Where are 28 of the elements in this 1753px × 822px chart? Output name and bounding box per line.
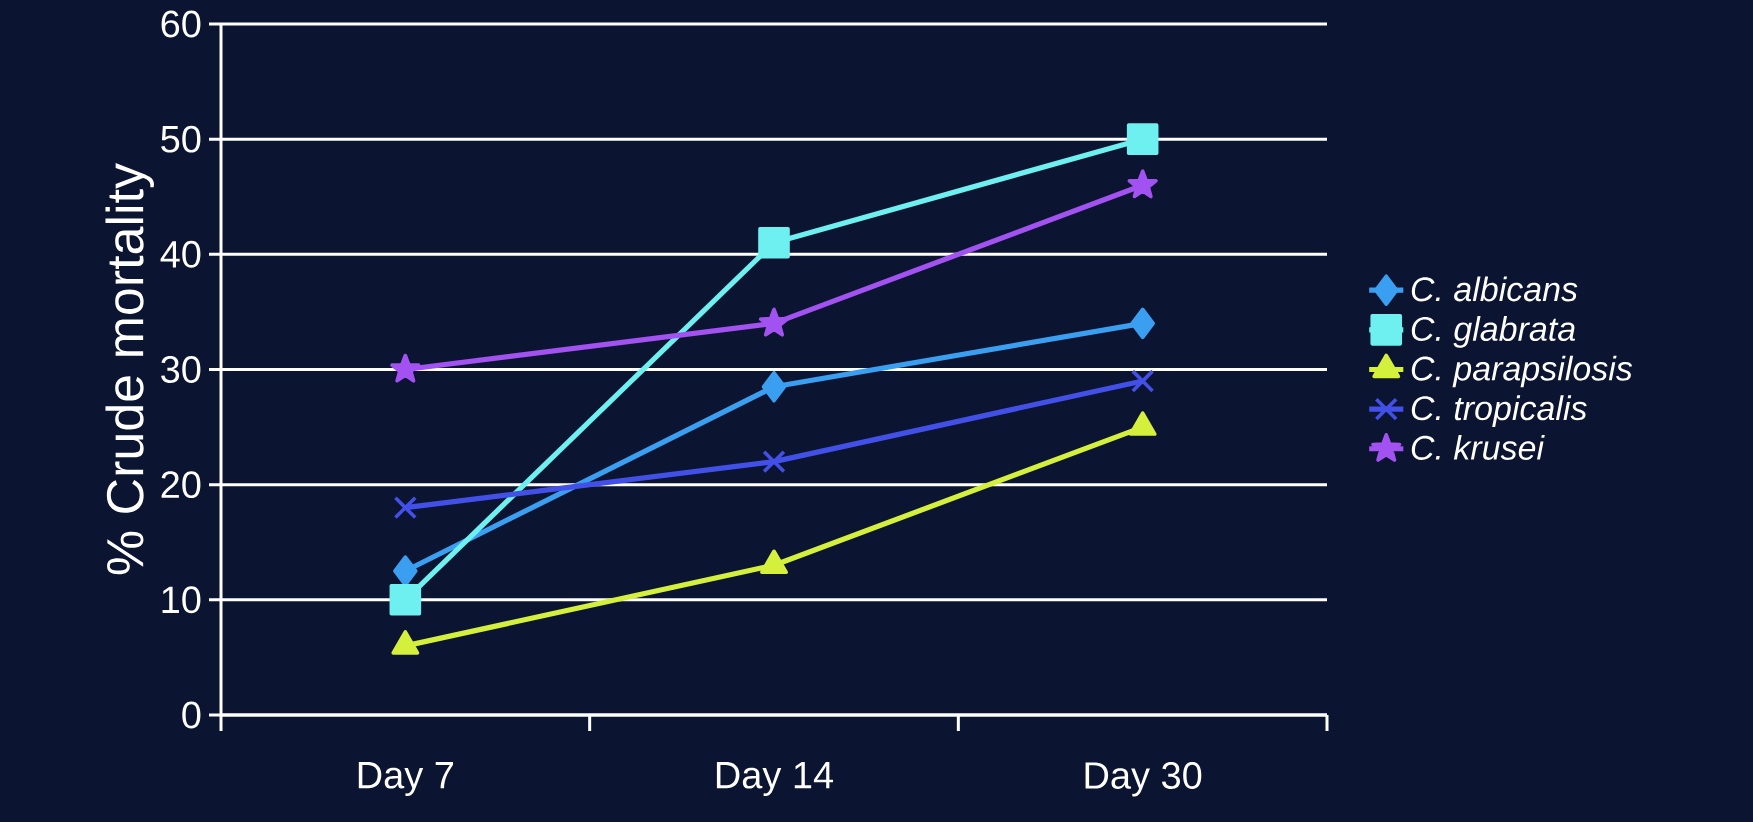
y-tick-label: 30 [161,356,201,383]
point [1130,307,1155,340]
y-tick-label: 0 [182,701,201,729]
point [393,495,418,520]
y-axis-title: % Crude mortality [105,163,154,575]
x-tick-label: Day 14 [716,762,834,797]
point [762,449,786,474]
point [758,307,790,337]
legend-label: C. tropicalis [1411,395,1587,427]
point [761,370,787,403]
point [1126,123,1159,155]
y-tick-label: 10 [162,586,201,614]
y-tick-label: 60 [161,10,201,38]
point [1130,369,1155,393]
point [758,227,790,259]
legend-label: C. albicans [1411,276,1578,302]
legend-label: C. parapsilosis [1411,355,1633,388]
point [389,584,422,616]
legend-label: C. glabrata [1411,316,1576,348]
point [1127,169,1158,199]
point [393,555,418,587]
y-tick-label: 20 [161,471,201,499]
x-tick-label: Day 30 [1085,762,1202,797]
y-tick-label: 40 [160,240,201,268]
x-tick-label: Day 7 [358,762,454,797]
point [390,353,421,383]
legend-label: C. krusei [1411,434,1545,460]
y-tick-label: 50 [161,125,201,153]
